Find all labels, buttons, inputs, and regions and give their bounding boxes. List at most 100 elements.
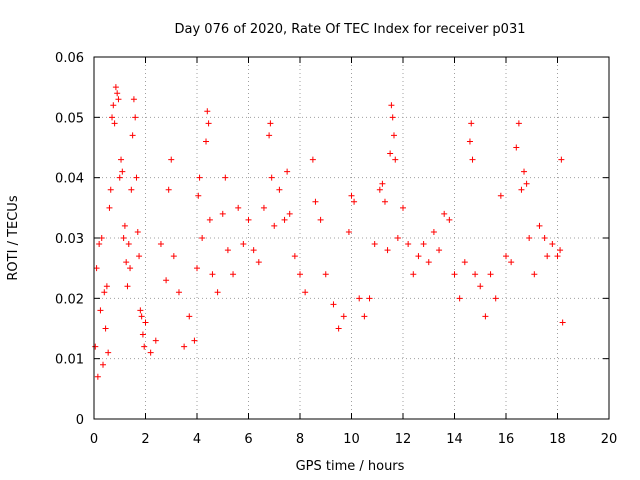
data-point bbox=[508, 259, 515, 266]
chart-title: Day 076 of 2020, Rate Of TEC Index for r… bbox=[175, 22, 526, 37]
data-point bbox=[497, 192, 504, 199]
data-point bbox=[351, 198, 358, 205]
data-point bbox=[130, 96, 137, 103]
data-point bbox=[101, 289, 108, 296]
data-point bbox=[284, 168, 291, 175]
data-point bbox=[523, 180, 530, 187]
data-point bbox=[94, 373, 101, 380]
data-point bbox=[482, 313, 489, 320]
y-tick-label: 0 bbox=[76, 413, 84, 428]
data-point bbox=[224, 247, 231, 254]
data-point bbox=[93, 265, 100, 272]
data-point bbox=[106, 204, 113, 211]
x-tick-labels: 0 2 4 6 8 10 12 14 16 18 20 bbox=[90, 432, 617, 447]
data-point bbox=[518, 186, 525, 193]
data-point bbox=[366, 295, 373, 302]
data-point bbox=[302, 289, 309, 296]
data-point bbox=[120, 235, 127, 241]
data-point bbox=[466, 138, 473, 145]
data-point bbox=[165, 186, 172, 193]
data-point bbox=[121, 222, 128, 229]
data-point bbox=[348, 192, 355, 199]
data-point bbox=[388, 102, 395, 109]
data-point bbox=[163, 277, 170, 284]
data-point bbox=[139, 331, 146, 338]
data-point bbox=[138, 313, 145, 320]
data-point bbox=[266, 132, 273, 139]
data-point bbox=[389, 114, 396, 121]
data-point bbox=[96, 241, 103, 248]
data-point bbox=[109, 114, 116, 121]
data-point bbox=[526, 235, 533, 241]
ticks-layer bbox=[93, 56, 610, 420]
y-tick-label: 0.04 bbox=[55, 172, 84, 187]
data-point bbox=[181, 343, 188, 350]
data-point bbox=[340, 313, 347, 320]
data-point bbox=[384, 247, 391, 254]
data-point bbox=[235, 204, 242, 211]
data-point bbox=[410, 271, 417, 278]
y-tick-label: 0.03 bbox=[55, 232, 84, 247]
x-axis-label: GPS time / hours bbox=[296, 459, 405, 474]
data-point bbox=[446, 216, 453, 223]
data-point bbox=[405, 241, 412, 248]
data-point bbox=[124, 283, 131, 290]
data-point bbox=[92, 343, 99, 350]
data-point bbox=[461, 259, 468, 266]
data-point bbox=[276, 186, 283, 193]
x-tick-label: 8 bbox=[296, 432, 304, 447]
data-point bbox=[335, 325, 342, 332]
data-point bbox=[129, 132, 136, 139]
data-point bbox=[195, 192, 202, 199]
data-point bbox=[451, 271, 458, 278]
data-point bbox=[468, 120, 475, 127]
data-point bbox=[420, 241, 427, 248]
data-point bbox=[175, 289, 182, 296]
data-point bbox=[441, 210, 448, 217]
data-point bbox=[536, 222, 543, 229]
data-point bbox=[400, 204, 406, 211]
data-point bbox=[123, 259, 130, 266]
data-point bbox=[387, 150, 394, 157]
data-point bbox=[209, 271, 216, 278]
data-point bbox=[157, 241, 164, 248]
y-tick-label: 0.06 bbox=[55, 51, 84, 66]
data-point bbox=[469, 156, 476, 163]
data-point bbox=[268, 174, 275, 181]
data-point bbox=[487, 271, 494, 278]
grid-layer bbox=[94, 57, 609, 419]
data-point bbox=[230, 271, 237, 278]
data-point bbox=[521, 168, 528, 175]
data-point bbox=[394, 235, 401, 241]
y-axis-label: ROTI / TECUs bbox=[6, 195, 21, 280]
x-tick-label: 12 bbox=[395, 432, 412, 447]
data-point bbox=[100, 361, 107, 368]
data-point bbox=[105, 349, 112, 356]
data-point bbox=[503, 253, 509, 260]
data-point bbox=[196, 174, 203, 181]
data-point bbox=[107, 186, 114, 193]
data-point bbox=[245, 216, 252, 223]
data-point bbox=[111, 120, 118, 127]
x-tick-label: 10 bbox=[343, 432, 360, 447]
data-point bbox=[191, 337, 198, 344]
data-point bbox=[309, 156, 316, 163]
data-point bbox=[330, 301, 337, 308]
data-point bbox=[137, 307, 144, 314]
data-point bbox=[142, 319, 149, 326]
data-point bbox=[513, 144, 520, 151]
data-point bbox=[127, 265, 134, 272]
data-point bbox=[214, 289, 221, 296]
points-layer bbox=[92, 84, 566, 380]
data-point bbox=[361, 313, 368, 320]
y-tick-label: 0.05 bbox=[55, 111, 84, 126]
data-point bbox=[219, 210, 226, 217]
data-point bbox=[141, 343, 148, 350]
data-point bbox=[297, 271, 303, 278]
data-point bbox=[132, 114, 139, 121]
data-point bbox=[371, 241, 378, 248]
y-tick-label: 0.02 bbox=[55, 292, 84, 307]
data-point bbox=[558, 156, 565, 163]
data-point bbox=[381, 198, 388, 205]
